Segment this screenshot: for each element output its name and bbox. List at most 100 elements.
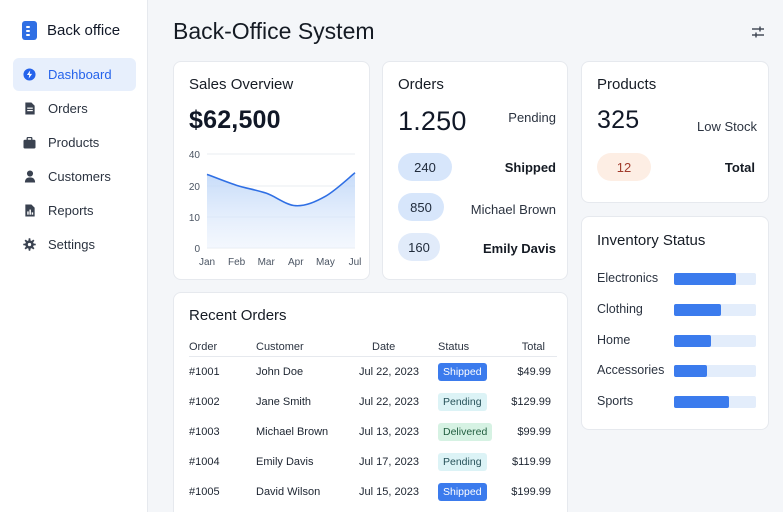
document-icon [23, 102, 36, 115]
column-header-date[interactable]: Date [372, 340, 396, 353]
sales-total-value: $62,500 [189, 106, 281, 134]
status-cell: Shipped [438, 363, 487, 381]
total-label: Total [724, 160, 755, 175]
customer-cell: Emily Davis [256, 456, 314, 468]
report-icon [23, 204, 36, 217]
order-id-cell: #1001 [189, 366, 220, 378]
x-tick-label: Jan [199, 257, 215, 268]
status-cell: Delivered [438, 423, 493, 441]
card-title: Orders [398, 76, 444, 93]
user-icon [23, 170, 36, 183]
inventory-bar-track [674, 304, 756, 316]
sidebar-item-label: Reports [48, 203, 94, 218]
sidebar-item-products[interactable]: Products [13, 126, 136, 159]
orders-pill[interactable]: 240 [398, 153, 452, 181]
table-row[interactable]: #1004 Emily Davis Jul 17, 2023 $119.99 Pendi… [189, 447, 557, 477]
date-cell: Jul 13, 2023 [359, 426, 419, 438]
table-row[interactable]: #1002 Jane Smith Jul 22, 2023 $129.99 Pendin… [189, 387, 557, 417]
card-title: Recent Orders [189, 307, 287, 324]
inventory-bar-fill [674, 396, 729, 408]
sidebar-item-customers[interactable]: Customers [13, 160, 136, 193]
sidebar-item-orders[interactable]: Orders [13, 92, 136, 125]
inventory-bar-fill [674, 335, 711, 347]
orders-row-label: Emily Davis [483, 241, 556, 256]
inventory-bar-fill [674, 304, 721, 316]
low-stock-pill[interactable]: 12 [597, 153, 651, 181]
sidebar-item-reports[interactable]: Reports [13, 194, 136, 227]
table-header: Order Customer Date Status Total [189, 337, 557, 357]
table-row[interactable]: #1005 David Wilson Jul 15, 2023 $199.99 Ship… [189, 477, 557, 507]
gear-icon [23, 238, 36, 251]
app-logo-icon [22, 21, 37, 40]
date-cell: Jul 15, 2023 [359, 486, 419, 498]
y-tick-label: 0 [194, 244, 200, 255]
status-cell: Pending [438, 453, 487, 471]
inventory-bar-track [674, 396, 756, 408]
order-id-cell: #1005 [189, 486, 220, 498]
status-cell: Shipped [438, 483, 487, 501]
column-header-order[interactable]: Order [189, 340, 218, 353]
date-cell: Jul 17, 2023 [359, 456, 419, 468]
total-cell: $119.99 [512, 456, 551, 468]
inventory-label: Clothing [597, 302, 643, 316]
x-tick-label: Jul [349, 257, 362, 268]
x-tick-label: Apr [288, 257, 304, 268]
status-badge: Pending [438, 393, 487, 411]
series-area [207, 172, 355, 248]
inventory-label: Accessories [597, 363, 665, 377]
inventory-row: Accessories [597, 363, 757, 379]
customer-cell: David Wilson [256, 486, 321, 498]
sales-chart: 0 10 20 40 Jan Feb Mar Apr May Jul [189, 150, 362, 268]
column-header-customer[interactable]: Customer [256, 340, 304, 353]
sidebar-item-label: Products [48, 135, 100, 150]
total-cell: $49.99 [517, 366, 551, 378]
orders-pill[interactable]: 850 [398, 193, 444, 221]
column-header-total[interactable]: Total [521, 340, 545, 353]
sidebar-item-label: Customers [48, 169, 111, 184]
status-badge: Pending [438, 453, 487, 471]
sliders-icon [752, 26, 764, 38]
orders-total-value: 1.250 [398, 106, 467, 136]
low-stock-label: Low Stock [697, 119, 757, 134]
inventory-bar-fill [674, 365, 707, 377]
sidebar-item-label: Orders [48, 101, 88, 116]
inventory-label: Sports [597, 394, 634, 408]
customer-cell: Jane Smith [256, 396, 312, 408]
recent-orders-card: Recent Orders Order Customer Date Status… [173, 292, 568, 512]
status-badge: Shipped [438, 483, 487, 501]
x-tick-label: Mar [258, 257, 276, 268]
series-line [206, 172, 356, 207]
orders-card: Orders 1.250 Pending 240 Shipped 850 Mic… [382, 61, 568, 280]
total-cell: $199.99 [511, 486, 551, 498]
brand[interactable]: Back office [22, 21, 120, 40]
date-cell: Jul 22, 2023 [359, 366, 419, 378]
page-title: Back-Office System [173, 18, 375, 44]
sidebar-item-label: Dashboard [48, 67, 112, 82]
orders-pill[interactable]: 160 [398, 233, 440, 261]
x-tick-label: May [316, 257, 335, 268]
products-total-value: 325 [597, 106, 640, 134]
order-id-cell: #1002 [189, 396, 220, 408]
sidebar: Back office Dashboard Orders Products Cu… [0, 0, 148, 512]
card-title: Sales Overview [189, 76, 294, 93]
x-tick-label: Feb [228, 257, 246, 268]
sidebar-item-dashboard[interactable]: Dashboard [13, 58, 136, 91]
inventory-bar-fill [674, 273, 737, 285]
sidebar-item-settings[interactable]: Settings [13, 228, 136, 261]
pending-label: Pending [508, 110, 556, 125]
card-title: Products [597, 76, 657, 93]
date-cell: Jul 22, 2023 [359, 396, 419, 408]
status-badge: Delivered [438, 423, 493, 441]
column-header-status[interactable]: Status [438, 340, 470, 353]
table-row[interactable]: #1001 John Doe Jul 22, 2023 $49.99 Shipped [189, 357, 557, 387]
sales-overview-card: Sales Overview $62,500 0 10 20 40 Jan Feb Mar A… [173, 61, 370, 280]
inventory-row: Clothing [597, 302, 757, 318]
customer-cell: Michael Brown [256, 426, 329, 438]
inventory-label: Home [597, 333, 631, 347]
inventory-bar-track [674, 335, 756, 347]
order-id-cell: #1004 [189, 456, 220, 468]
status-badge: Shipped [438, 363, 487, 381]
customer-cell: John Doe [256, 366, 304, 378]
filter-button[interactable] [750, 24, 766, 40]
table-row[interactable]: #1003 Michael Brown Jul 13, 2023 $99.99 Deli… [189, 417, 557, 447]
